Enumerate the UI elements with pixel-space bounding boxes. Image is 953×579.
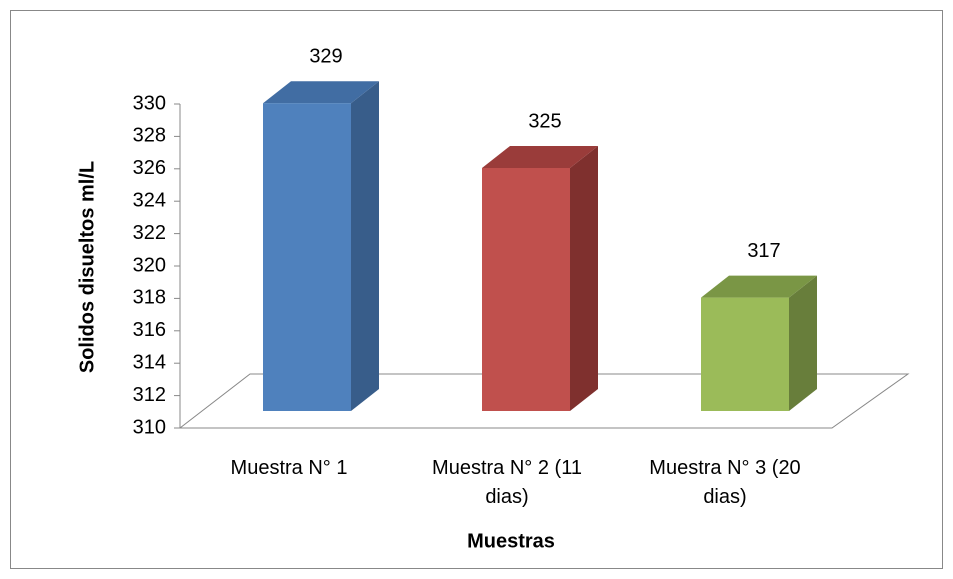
bar-top bbox=[263, 81, 379, 104]
y-axis-title: Solidos disueltos ml/L bbox=[76, 161, 98, 373]
y-tick-label: 322 bbox=[133, 222, 166, 244]
y-tick-label: 326 bbox=[133, 157, 166, 179]
y-tick-label: 320 bbox=[133, 254, 166, 276]
bar-top bbox=[482, 146, 598, 168]
x-tick-label: Muestra N° 2 (11 dias) bbox=[432, 457, 582, 508]
y-tick-label: 310 bbox=[133, 416, 166, 438]
bar-top bbox=[701, 275, 817, 298]
floor bbox=[178, 373, 910, 429]
y-tick-label: 324 bbox=[133, 189, 166, 211]
y-tick-label: 314 bbox=[133, 351, 166, 373]
y-tick-label: 330 bbox=[133, 92, 166, 114]
bar-side bbox=[351, 81, 379, 411]
bar bbox=[701, 297, 789, 411]
bar-side bbox=[789, 275, 817, 411]
y-tick-label: 318 bbox=[133, 287, 166, 309]
bar-side bbox=[570, 146, 598, 411]
x-axis-title: Muestras bbox=[467, 530, 555, 552]
data-label: 325 bbox=[528, 110, 561, 132]
bar bbox=[263, 103, 351, 411]
x-tick-label: Muestra N° 1 bbox=[230, 457, 348, 479]
x-tick-label: Muestra N° 3 (20 dias) bbox=[649, 457, 801, 508]
data-label: 329 bbox=[309, 45, 342, 67]
y-tick-label: 312 bbox=[133, 384, 166, 406]
bar bbox=[482, 168, 570, 411]
y-tick-label: 328 bbox=[133, 125, 166, 147]
data-label: 317 bbox=[747, 240, 780, 262]
y-tick-label: 316 bbox=[133, 319, 166, 341]
